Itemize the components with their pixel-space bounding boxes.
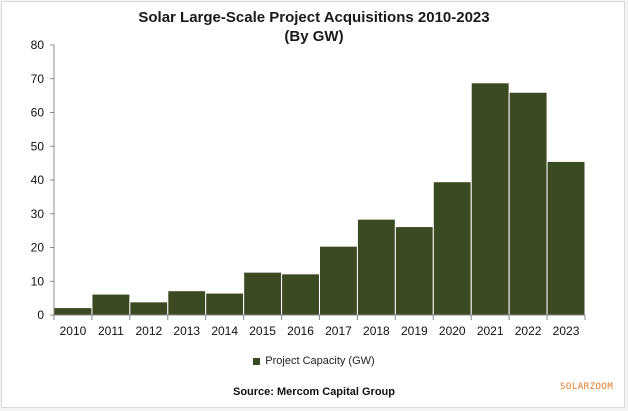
x-tick-label: 2010 [60, 324, 87, 338]
bar-2023 [546, 160, 586, 316]
y-tick-label: 20 [31, 241, 45, 255]
x-axis: 2010 2011 2012 2013 2014 2015 2016 2017 2018 2019… [53, 314, 586, 338]
chart-subtitle: (By GW) [284, 28, 344, 45]
x-tick-label: 2016 [287, 324, 314, 338]
bar-2011 [91, 293, 131, 316]
bar-2014 [205, 292, 245, 316]
bars-group [53, 82, 586, 316]
y-tick-label: 40 [31, 173, 45, 187]
x-tick-label: 2022 [515, 324, 542, 338]
x-tick-label: 2013 [173, 324, 200, 338]
bar-2016 [281, 273, 321, 316]
watermark-logo: SOLARZOOM [560, 382, 614, 392]
y-tick-label: 30 [31, 207, 45, 221]
legend: Project Capacity (GW) [0, 355, 628, 367]
y-tick-label: 80 [31, 38, 45, 52]
chart-title: Solar Large-Scale Project Acquisitions 2… [138, 9, 490, 26]
bar-2020 [432, 181, 472, 316]
bar-2019 [394, 226, 434, 316]
bar-2021 [470, 82, 510, 316]
y-tick-label: 60 [31, 106, 45, 120]
bar-2017 [319, 245, 358, 316]
x-tick-label: 2014 [211, 324, 238, 338]
x-tick-label: 2020 [439, 324, 466, 338]
bar-2012 [129, 301, 169, 316]
y-tick-label: 50 [31, 139, 45, 153]
bar-2015 [243, 271, 283, 316]
y-axis: 0 10 20 30 40 50 60 70 80 [31, 38, 55, 322]
source-note: Source: Mercom Capital Group [233, 386, 395, 398]
x-tick-label: 2021 [477, 324, 504, 338]
y-tick-label: 0 [37, 308, 44, 322]
legend-label: Project Capacity (GW) [265, 355, 375, 367]
bar-2013 [167, 290, 207, 316]
x-tick-label: 2017 [325, 324, 352, 338]
x-tick-label: 2019 [401, 324, 428, 338]
x-tick-label: 2023 [553, 324, 580, 338]
x-tick-label: 2015 [249, 324, 276, 338]
x-tick-label: 2012 [135, 324, 162, 338]
x-tick-label: 2018 [363, 324, 390, 338]
bar-2022 [508, 91, 548, 316]
y-tick-label: 10 [31, 274, 45, 288]
legend-swatch [253, 357, 261, 365]
y-tick-label: 70 [31, 72, 45, 86]
bar-2010 [53, 307, 93, 316]
bar-2018 [356, 218, 396, 316]
x-tick-label: 2011 [98, 324, 124, 338]
